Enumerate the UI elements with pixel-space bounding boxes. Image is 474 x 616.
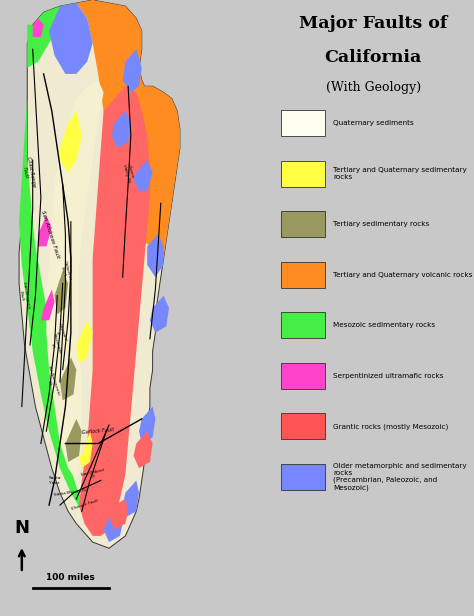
- Text: Hayward
Ft: Hayward Ft: [53, 323, 67, 342]
- Polygon shape: [19, 0, 180, 548]
- Polygon shape: [109, 499, 128, 530]
- Text: Grantic rocks (mostly Mesozoic): Grantic rocks (mostly Mesozoic): [333, 423, 448, 429]
- Text: Sur-Nacimiento
Flt: Sur-Nacimiento Flt: [43, 365, 61, 399]
- Polygon shape: [79, 86, 150, 536]
- Text: Tertiary and Quaternary volcanic rocks: Tertiary and Quaternary volcanic rocks: [333, 272, 473, 278]
- Bar: [281, 161, 325, 187]
- Text: Tertiary and Quaternary sedimentary rocks: Tertiary and Quaternary sedimentary rock…: [333, 167, 467, 180]
- Text: San Gregorio
Fault: San Gregorio Fault: [18, 282, 31, 310]
- Polygon shape: [112, 111, 131, 148]
- Text: Major Faults of: Major Faults of: [299, 15, 447, 33]
- Polygon shape: [103, 511, 123, 542]
- Polygon shape: [55, 271, 68, 314]
- Polygon shape: [139, 407, 155, 444]
- Polygon shape: [49, 3, 92, 74]
- Polygon shape: [19, 68, 90, 517]
- Bar: [281, 262, 325, 288]
- Text: San Gabriel
Flt: San Gabriel Flt: [80, 468, 105, 481]
- Polygon shape: [76, 320, 92, 363]
- Polygon shape: [147, 234, 164, 277]
- Polygon shape: [134, 431, 153, 468]
- Polygon shape: [123, 480, 139, 517]
- Text: Older metamorphic and sedimentary rocks
(Precambrian, Paleozoic, and Mesozoic): Older metamorphic and sedimentary rocks …: [333, 463, 466, 491]
- Text: N: N: [14, 519, 29, 537]
- Polygon shape: [33, 18, 44, 37]
- Polygon shape: [46, 80, 103, 480]
- Text: Owens
Valley Flt: Owens Valley Flt: [121, 162, 135, 183]
- Text: 100 miles: 100 miles: [46, 572, 95, 582]
- Text: California: California: [325, 49, 422, 67]
- Text: Rinconada
Flt: Rinconada Flt: [47, 333, 62, 357]
- Polygon shape: [60, 111, 82, 172]
- Text: Tertiary sedimentary rocks: Tertiary sedimentary rocks: [333, 221, 429, 227]
- Polygon shape: [41, 290, 55, 320]
- Bar: [281, 211, 325, 237]
- Text: Quaternary sediments: Quaternary sediments: [333, 120, 414, 126]
- Text: Mesozoic sedimentary rocks: Mesozoic sedimentary rocks: [333, 322, 435, 328]
- Polygon shape: [76, 0, 180, 259]
- Polygon shape: [60, 357, 76, 400]
- Text: (With Geology): (With Geology): [326, 81, 421, 94]
- Polygon shape: [65, 419, 82, 462]
- Text: Santa
Ynez: Santa Ynez: [48, 476, 61, 485]
- Bar: [281, 110, 325, 136]
- Text: San Andreas Fault: San Andreas Fault: [40, 209, 61, 259]
- Text: Serpentinized ultramafic rocks: Serpentinized ultramafic rocks: [333, 373, 444, 379]
- Text: Coast Range
Fault: Coast Range Fault: [21, 156, 36, 188]
- Text: Santa Monica Flt: Santa Monica Flt: [54, 488, 88, 497]
- Text: Elsinore Fault: Elsinore Fault: [71, 499, 99, 511]
- Polygon shape: [134, 160, 153, 191]
- Polygon shape: [38, 216, 52, 246]
- Bar: [281, 464, 325, 490]
- Bar: [281, 312, 325, 338]
- Polygon shape: [150, 296, 169, 333]
- Text: Garlock Fault: Garlock Fault: [82, 428, 114, 435]
- Text: Calaveras
Fault: Calaveras Fault: [59, 260, 72, 282]
- Polygon shape: [79, 431, 92, 468]
- Polygon shape: [27, 3, 76, 68]
- Bar: [281, 363, 325, 389]
- Polygon shape: [123, 49, 142, 92]
- Bar: [281, 413, 325, 439]
